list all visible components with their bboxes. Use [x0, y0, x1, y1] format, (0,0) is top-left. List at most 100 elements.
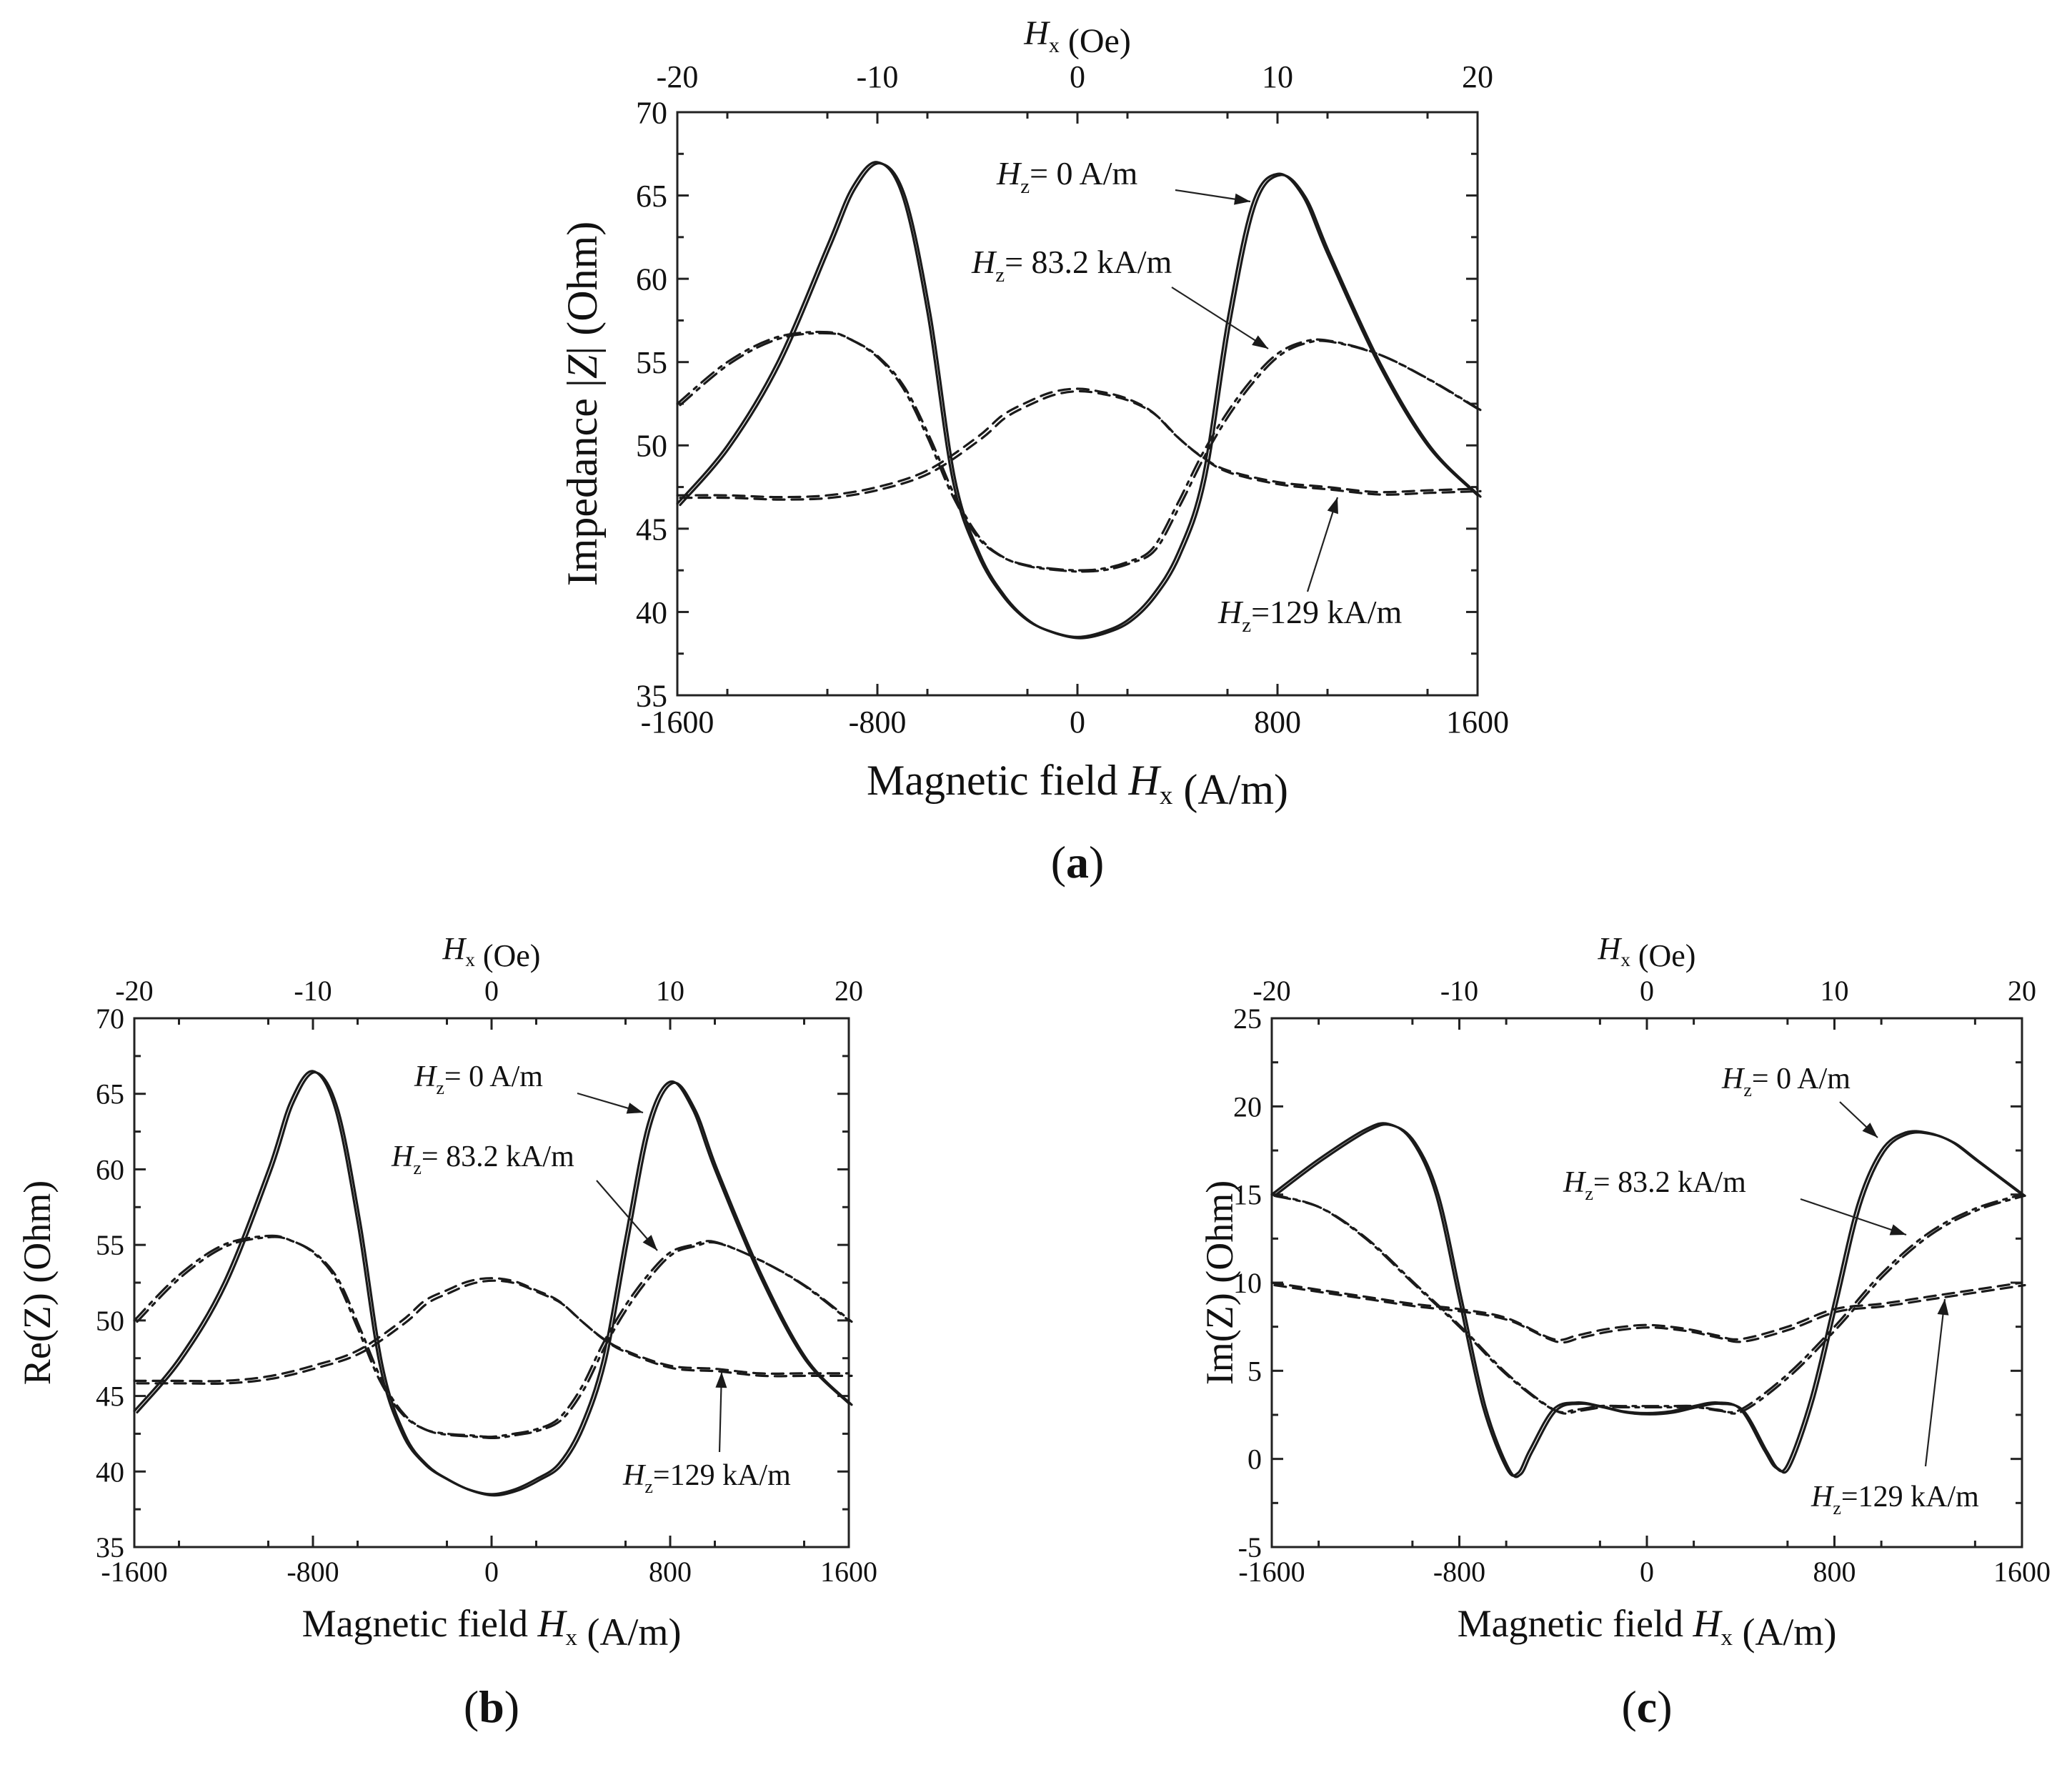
y-tick-label: 65: [96, 1078, 124, 1110]
y-tick-label: 35: [96, 1531, 124, 1563]
y-axis-label: Re(Z) (Ohm): [16, 1180, 59, 1385]
y-tick-label: 40: [636, 595, 667, 630]
top-tick-label: 20: [1462, 59, 1493, 94]
x-tick-label: -800: [287, 1556, 339, 1588]
y-tick-label: 55: [636, 345, 667, 380]
series-line-solid: [676, 161, 1479, 638]
y-tick-label: 65: [636, 179, 667, 214]
y-tick-label: 10: [1233, 1267, 1262, 1299]
annotation-arrowhead: [1889, 1224, 1906, 1236]
series-annotation: Hz= 83.2 kA/m: [971, 244, 1172, 287]
x-tick-label: 1600: [820, 1556, 877, 1588]
y-tick-label: 0: [1247, 1443, 1262, 1476]
series-line-solid-return: [679, 162, 1482, 640]
series-annotation: Hz=129 kA/m: [622, 1459, 791, 1497]
series-annotation: Hz=129 kA/m: [1217, 594, 1403, 637]
y-tick-label: -5: [1238, 1531, 1262, 1563]
chart-panel-a: -1600 -800 0 800 1600 -20 -10 0 10 20 35 40 45 50 55 60…: [559, 14, 1509, 888]
series-line-solid-return: [136, 1071, 853, 1497]
annotation-arrow-line: [1924, 1298, 1946, 1467]
series-line-solid: [133, 1070, 850, 1496]
y-tick-label: 25: [1233, 1003, 1262, 1035]
top-tick-label: 0: [1640, 975, 1654, 1007]
x-tick-label: 800: [1813, 1556, 1856, 1588]
chart-panel-c: -1600 -800 0 800 1600 -20 -10 0 10 20 -5 0 5 10 15 20 25…: [1198, 931, 2051, 1732]
top-tick-label: -20: [657, 59, 699, 94]
top-tick-label: 0: [484, 975, 499, 1007]
series-line-dashdot-return: [136, 1236, 853, 1440]
series-annotation: Hz=129 kA/m: [1810, 1481, 1979, 1518]
x-tick-label: -1600: [101, 1556, 167, 1588]
annotation-arrow-line: [1800, 1198, 1907, 1236]
x-axis-label: Magnetic field Hx (A/m): [302, 1602, 682, 1654]
series-annotation: Hz= 0 A/m: [1721, 1063, 1851, 1100]
y-tick-label: 45: [96, 1381, 124, 1413]
x-tick-label: -1600: [1238, 1556, 1305, 1588]
top-tick-label: 0: [1070, 59, 1085, 94]
x-tick-label: -1600: [641, 705, 714, 740]
top-tick-label: 20: [2008, 975, 2036, 1007]
top-tick-label: 10: [1821, 975, 1849, 1007]
top-tick-label: -10: [294, 975, 332, 1007]
series-line-solid: [1270, 1122, 2023, 1477]
top-tick-label: -20: [1252, 975, 1290, 1007]
top-tick-label: 10: [656, 975, 684, 1007]
y-tick-label: 70: [636, 95, 667, 130]
panel-label: (b): [464, 1681, 519, 1732]
series-line-dashdot: [1270, 1193, 2023, 1414]
series-line-dashed: [676, 387, 1479, 499]
x-tick-label: 1600: [1446, 705, 1509, 740]
annotation-arrowhead: [1327, 497, 1338, 514]
y-axis-label: Impedance |Z| (Ohm): [559, 222, 606, 587]
series-line-dashed-return: [679, 389, 1482, 501]
y-tick-label: 60: [636, 262, 667, 297]
annotation-arrowhead: [715, 1372, 727, 1388]
y-tick-label: 40: [96, 1456, 124, 1488]
y-tick-label: 55: [96, 1229, 124, 1261]
series-line-dashed: [1270, 1281, 2023, 1341]
x-tick-label: 0: [484, 1556, 499, 1588]
annotation-arrowhead: [1862, 1123, 1878, 1138]
y-tick-label: 50: [96, 1305, 124, 1337]
series-line-dashdot-return: [679, 332, 1482, 573]
y-tick-label: 70: [96, 1003, 124, 1035]
annotation-arrowhead: [1937, 1299, 1949, 1316]
x-axis-label: Magnetic field Hx (A/m): [1458, 1602, 1837, 1654]
series-line-dashed: [133, 1277, 850, 1383]
annotation-arrow-line: [1306, 497, 1339, 592]
x-tick-label: 0: [1640, 1556, 1654, 1588]
x-tick-label: 800: [1254, 705, 1301, 740]
chart-panel-b: -1600 -800 0 800 1600 -20 -10 0 10 20 35 40 45 50 55 60…: [16, 931, 877, 1732]
series-line-dashdot: [676, 330, 1479, 572]
top-tick-label: 10: [1262, 59, 1293, 94]
top-tick-label: -20: [115, 975, 153, 1007]
y-axis-label: Im(Z) (Ohm): [1198, 1180, 1241, 1385]
x-tick-label: 1600: [1993, 1556, 2051, 1588]
y-tick-label: 45: [636, 512, 667, 547]
panel-label: (c): [1621, 1681, 1672, 1732]
top-axis-label: Hx (Oe): [442, 931, 541, 973]
panel-label: (a): [1051, 837, 1105, 888]
series-annotation: Hz= 0 A/m: [996, 155, 1138, 198]
series-line-solid-return: [1273, 1123, 2026, 1478]
x-tick-label: -800: [1433, 1556, 1485, 1588]
y-tick-label: 50: [636, 429, 667, 464]
series-annotation: Hz= 0 A/m: [414, 1060, 543, 1098]
series-line-dashed-return: [136, 1279, 853, 1385]
top-tick-label: 20: [835, 975, 863, 1007]
top-tick-label: -10: [857, 59, 899, 94]
annotation-arrowhead: [1252, 335, 1268, 349]
annotation-arrow-line: [1171, 287, 1269, 349]
y-tick-label: 20: [1233, 1090, 1262, 1123]
series-line-dashdot: [133, 1234, 850, 1438]
top-tick-label: -10: [1440, 975, 1478, 1007]
series-line-dashdot-return: [1273, 1194, 2026, 1415]
y-tick-label: 60: [96, 1153, 124, 1185]
x-axis-label: Magnetic field Hx (A/m): [867, 757, 1288, 813]
annotation-arrowhead: [1234, 193, 1250, 205]
series-annotation: Hz= 83.2 kA/m: [391, 1140, 574, 1178]
annotation-arrowhead: [642, 1235, 657, 1251]
top-axis-label: Hx (Oe): [1023, 14, 1131, 60]
series-line-dashed-return: [1273, 1283, 2026, 1344]
